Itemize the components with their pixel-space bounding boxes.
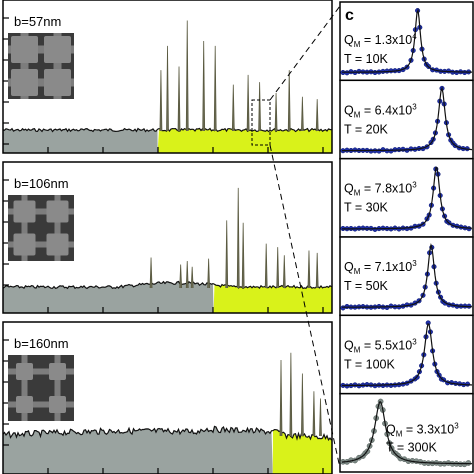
zoom-box	[251, 99, 271, 146]
panel-frame	[339, 79, 474, 160]
inset-bridge	[41, 208, 74, 215]
left-panels: b=57nm b=106nm b=160nm	[2, 0, 333, 474]
panel-frame	[339, 236, 474, 317]
lorentzian-fit	[342, 86, 473, 152]
inset-bridge	[8, 45, 41, 54]
peak-6	[225, 220, 229, 289]
region-yellow	[213, 284, 332, 313]
peak-5	[202, 41, 206, 132]
inset-bridge	[8, 401, 41, 408]
lorentzian-fit	[342, 166, 472, 230]
peak-1	[149, 257, 153, 289]
panel-frame	[2, 321, 333, 474]
temperature-label: T = 300K	[386, 441, 438, 455]
q-factor-label: QM = 6.4x103	[344, 102, 417, 119]
peak-7	[236, 187, 240, 289]
temperature-label: T = 30K	[344, 201, 389, 215]
inset-bridge	[8, 368, 41, 375]
peak-13	[315, 99, 319, 132]
peak-4	[185, 20, 189, 132]
inset-bridge	[41, 78, 74, 87]
lorentzian-fit	[342, 323, 473, 387]
peak-6	[213, 45, 217, 132]
region-yellow	[157, 128, 332, 153]
inset-bridge	[41, 368, 74, 375]
peak-11	[287, 70, 291, 132]
resonance-panel-2: QM = 6.4x103 T = 20K	[339, 79, 474, 160]
resonance-panel-1: QM = 1.3x104 T = 10K	[339, 1, 474, 82]
panel-letter: c	[345, 7, 354, 24]
peak-3	[177, 66, 181, 132]
peak-2	[166, 45, 169, 132]
resonance-panel-6: QM = 3.3x103 T = 300K	[339, 392, 474, 473]
zoom-line-lower	[269, 144, 341, 469]
resonance-panel-4: QM = 7.1x103 T = 50K	[339, 236, 474, 317]
spectrum-panel-1: b=57nm	[2, 0, 333, 154]
peak-5	[319, 398, 322, 437]
temperature-label: T = 100K	[344, 357, 396, 371]
region-gray	[3, 281, 214, 313]
q-factor-label: QM = 5.5x103	[344, 337, 417, 354]
peak-3	[185, 260, 189, 289]
inset-bridge	[8, 78, 41, 87]
peak-12	[307, 250, 311, 289]
peak-8	[241, 222, 245, 289]
q-factor-label: QM = 7.1x103	[344, 259, 417, 276]
zoom-guide-lines	[251, 5, 341, 469]
lorentzian-fit	[342, 242, 472, 308]
sample-label: b=106nm	[14, 176, 69, 191]
q-factor-label: QM = 7.8x103	[344, 181, 417, 198]
resonance-panel-3: QM = 7.8x103 T = 30K	[339, 157, 474, 238]
peak-8	[246, 74, 250, 132]
sample-label: b=160nm	[14, 336, 69, 351]
sample-label: b=57nm	[14, 14, 61, 29]
peak-12	[300, 96, 304, 132]
sem-inset-image	[8, 355, 74, 421]
peak-3	[300, 373, 304, 437]
peak-10	[274, 93, 278, 132]
peak-7	[231, 84, 235, 132]
peak-1	[159, 70, 163, 132]
lorentzian-fit	[342, 8, 472, 73]
peak-4	[312, 391, 316, 437]
peak-13	[315, 252, 319, 289]
sem-inset-image	[8, 195, 74, 261]
peak-9	[258, 82, 262, 132]
inset-bridge	[41, 45, 74, 54]
peak-10	[276, 247, 280, 289]
inset-bridge	[41, 401, 74, 408]
spectrum-panel-2: b=106nm	[2, 161, 333, 314]
lorentzian-fit	[341, 400, 472, 465]
region-gray	[3, 128, 158, 153]
resonance-panel-5: QM = 5.5x103 T = 100K	[339, 314, 474, 395]
inset-bridge	[8, 208, 41, 215]
panel-frame	[2, 0, 333, 154]
peak-1	[279, 359, 283, 437]
region-yellow	[272, 429, 332, 474]
peak-4	[190, 266, 194, 289]
sem-inset-image	[8, 33, 74, 99]
peak-5	[207, 258, 211, 289]
inset-bridge	[41, 241, 74, 248]
spectrum-panel-3: b=160nm	[2, 321, 333, 474]
q-factor-label: QM = 3.3x103	[386, 422, 459, 439]
peak-2	[179, 264, 183, 289]
temperature-label: T = 10K	[344, 52, 389, 66]
q-factor-label: QM = 1.3x104	[344, 32, 417, 49]
zoom-line-upper	[269, 5, 341, 101]
spectrum-trace	[2, 425, 332, 441]
panel-frame	[2, 161, 333, 314]
temperature-label: T = 50K	[344, 279, 389, 293]
region-gray	[3, 426, 273, 474]
peak-11	[282, 255, 286, 289]
inset-bridge	[8, 241, 41, 248]
peak-9	[264, 243, 268, 289]
peak-2	[289, 352, 293, 437]
temperature-label: T = 20K	[344, 122, 389, 136]
